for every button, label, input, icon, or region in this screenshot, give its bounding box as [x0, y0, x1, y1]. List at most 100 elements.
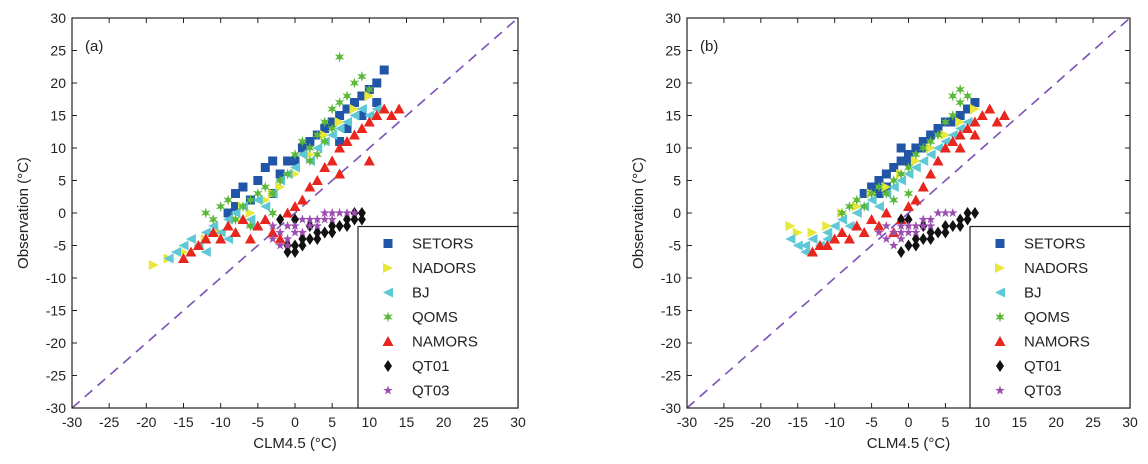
legend-box: [357, 225, 519, 409]
point-bj: [208, 221, 219, 231]
legend-marker-nadors: [995, 263, 1005, 273]
point-bj: [933, 143, 944, 153]
point-qt01: [956, 220, 965, 232]
legend-label: BJ: [412, 285, 430, 302]
legend-marker-setors: [995, 239, 1005, 248]
point-qt03: [282, 240, 293, 250]
legend-label: QT01: [412, 358, 450, 375]
point-qoms: [888, 175, 899, 186]
point-setors: [268, 156, 278, 166]
y-tick-label: -20: [46, 335, 66, 351]
point-qoms: [903, 188, 914, 199]
point-qt03: [290, 221, 300, 231]
y-tick-label: -10: [661, 270, 681, 286]
y-tick-label: -20: [661, 335, 681, 351]
point-qt01: [335, 220, 344, 232]
point-setors: [874, 176, 884, 185]
legend-marker-nadors: [383, 263, 393, 273]
point-namors: [836, 227, 848, 237]
legend-label: QOMS: [412, 309, 458, 326]
y-tick-label: 10: [665, 140, 681, 156]
point-namors: [178, 253, 189, 263]
one-to-one-line: [71, 17, 519, 409]
point-qoms: [364, 84, 375, 95]
x-tick-label: 20: [436, 414, 452, 430]
point-qt03: [327, 214, 337, 224]
point-qt01: [941, 220, 950, 232]
point-qoms: [852, 194, 862, 206]
y-tick-label: -30: [661, 400, 681, 416]
point-qoms: [245, 194, 256, 206]
point-namors: [371, 110, 383, 120]
point-namors: [807, 246, 819, 257]
point-nadors: [925, 143, 936, 153]
point-setors: [275, 169, 285, 179]
point-bj: [822, 234, 833, 244]
point-setors: [867, 182, 877, 192]
point-setors: [349, 98, 359, 107]
point-namors: [259, 214, 271, 224]
point-bj: [371, 104, 382, 114]
point-qt03: [319, 214, 330, 224]
point-setors: [238, 182, 248, 192]
x-tick-label: -20: [136, 414, 156, 430]
point-namors: [976, 110, 988, 120]
point-bj: [888, 182, 899, 192]
point-namors: [386, 110, 398, 120]
point-nadors: [955, 117, 966, 127]
point-qoms: [215, 201, 226, 212]
point-setors: [889, 163, 899, 172]
point-bj: [866, 195, 877, 205]
point-bj: [792, 240, 803, 251]
point-qt03: [297, 227, 308, 237]
point-setors: [955, 111, 965, 120]
point-qt03: [925, 214, 936, 224]
point-qt03: [881, 221, 892, 231]
point-qt03: [312, 214, 323, 224]
point-setors: [859, 189, 869, 198]
point-setors: [372, 78, 382, 88]
legend: SETORS NADORS BJ QOMS NAMORS QT01 QT03: [357, 225, 519, 409]
point-qt01: [328, 226, 337, 239]
point-namors: [947, 136, 959, 146]
point-qoms: [955, 97, 965, 108]
point-qt01: [350, 213, 359, 226]
legend-marker-bj: [383, 287, 393, 298]
point-qt03: [903, 221, 914, 231]
legend-label: NAMORS: [412, 334, 478, 351]
legend-marker-bj: [995, 287, 1005, 298]
point-namors: [393, 103, 405, 114]
point-namors: [962, 123, 974, 133]
point-bj: [925, 149, 936, 160]
point-bj: [356, 104, 367, 114]
point-nadors: [910, 156, 921, 166]
point-qt01: [926, 233, 935, 245]
point-qoms: [253, 188, 263, 199]
panel-b: -30 -25 -20 -15 -10 -5 0 5 10 15 20 25 30 -30 -25 -20 -1…: [630, 10, 1138, 452]
point-setors: [297, 143, 307, 153]
point-namors: [334, 168, 346, 179]
point-bj: [342, 117, 353, 127]
x-tick-label: 15: [1011, 414, 1027, 430]
point-bj: [178, 240, 189, 251]
y-tick-label: 5: [58, 173, 66, 189]
point-setors: [327, 117, 337, 127]
y-tick-label: 0: [673, 205, 681, 221]
point-bj: [334, 123, 345, 134]
point-namors: [289, 201, 301, 211]
point-qoms: [859, 201, 869, 212]
x-tick-label: -25: [99, 414, 119, 430]
point-qt03: [282, 234, 293, 244]
legend-marker-namors: [994, 336, 1006, 346]
point-setors: [379, 65, 389, 75]
point-qt01: [320, 226, 329, 239]
point-setors: [357, 91, 367, 101]
point-qt03: [911, 227, 921, 237]
point-qoms: [245, 220, 256, 232]
point-qoms: [837, 207, 847, 219]
legend: SETORS NADORS BJ QOMS NAMORS QT01 QT03: [969, 225, 1131, 409]
x-tick-label: -5: [252, 414, 265, 430]
point-qt01: [328, 220, 337, 232]
point-qt03: [940, 208, 951, 218]
point-qt03: [305, 221, 315, 231]
